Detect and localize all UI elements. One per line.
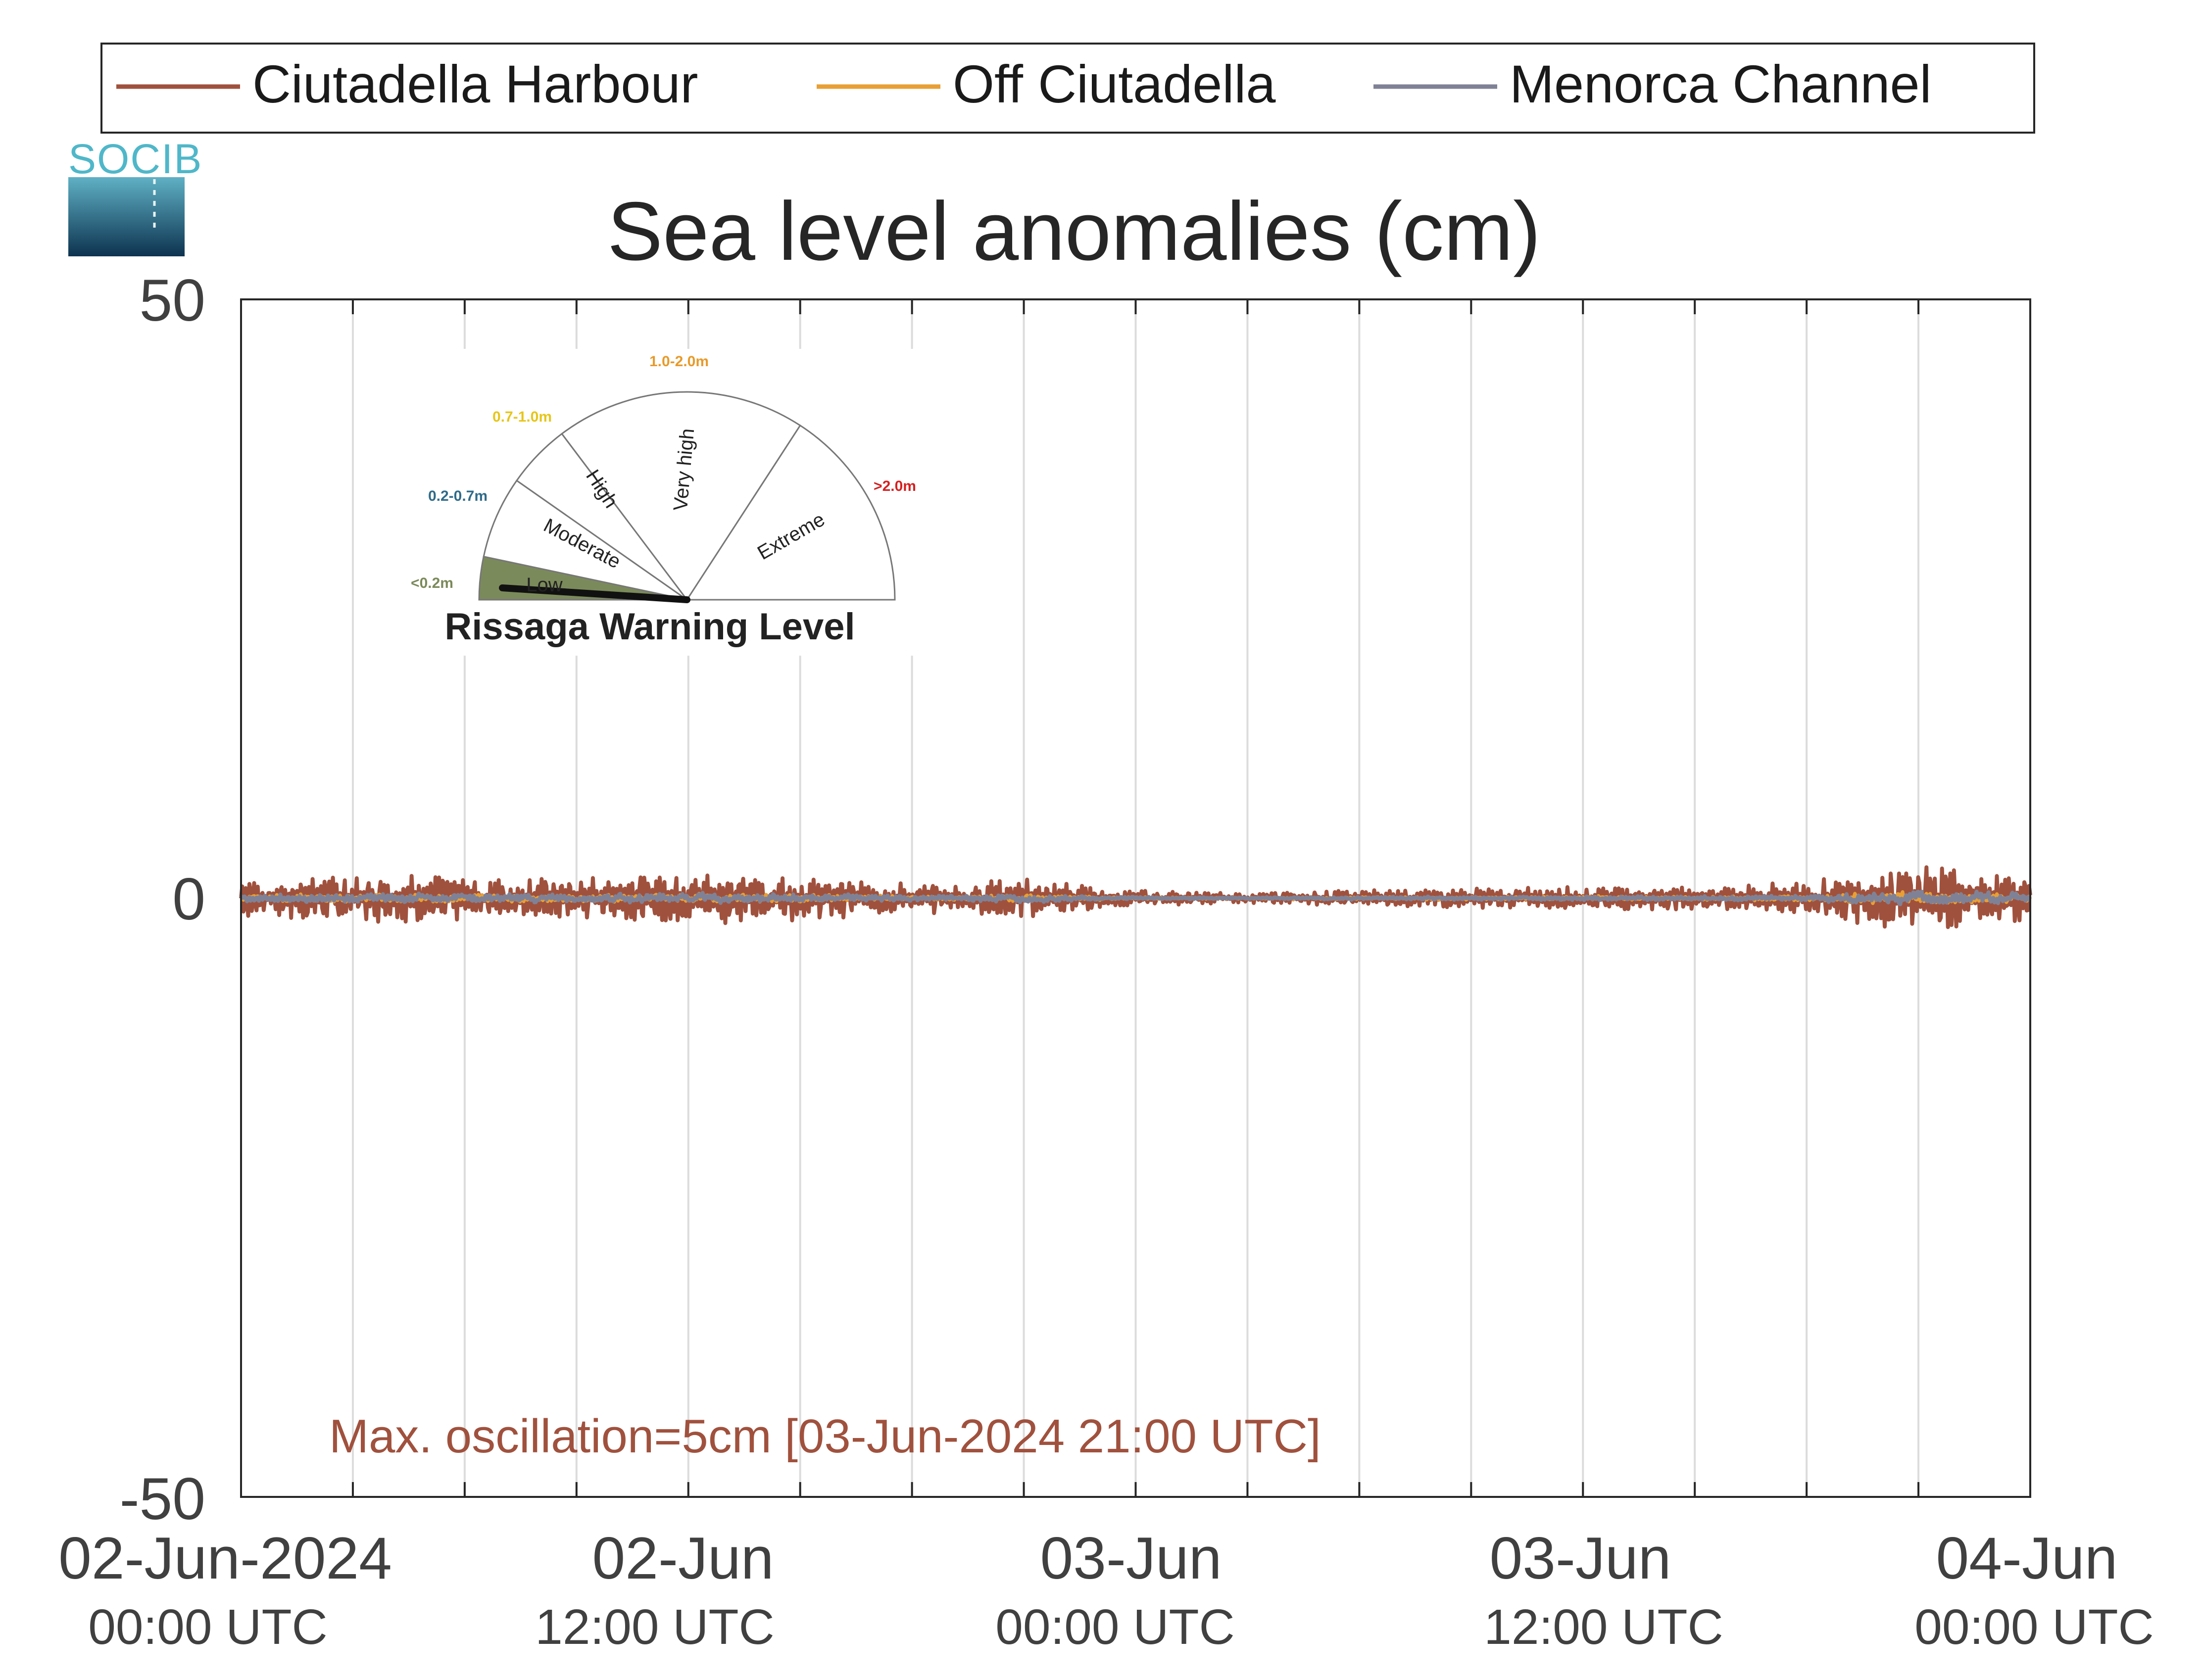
- x-tick-date-1: 02-Jun: [592, 1525, 774, 1591]
- x-tick-date-4: 04-Jun: [1936, 1525, 2118, 1591]
- y-tick-label-middle: 0: [172, 866, 205, 932]
- x-tick-date-3: 03-Jun: [1490, 1525, 1671, 1591]
- gauge-sector-extreme: [685, 424, 896, 601]
- gauge-sectors: [478, 391, 896, 601]
- logo-block: [68, 177, 185, 256]
- x-tick-time-3: 12:00 UTC: [1484, 1599, 1723, 1655]
- gauge-range-very-high: 1.0-2.0m: [649, 353, 709, 370]
- x-tick-marks: [240, 299, 2031, 1497]
- legend-label-off-ciutadella: Off Ciutadella: [953, 54, 1276, 114]
- x-tick-time-2: 00:00 UTC: [995, 1599, 1235, 1655]
- x-tick-time-0: 00:00 UTC: [88, 1599, 328, 1655]
- max-oscillation-annotation: Max. oscillation=5cm [03-Jun-2024 21:00 …: [329, 1410, 1321, 1463]
- gauge-sector-very-high: [561, 391, 801, 601]
- gauge-sector-label-low: Low: [526, 574, 562, 596]
- series-group: [239, 865, 2032, 929]
- legend-label-menorca-channel: Menorca Channel: [1510, 54, 1932, 114]
- logo-text: SOCIB: [68, 136, 202, 182]
- gauge-sector-moderate: [483, 480, 687, 601]
- y-tick-label-top: 50: [140, 267, 205, 334]
- legend-label-ciutadella-harbour: Ciutadella Harbour: [252, 54, 698, 114]
- series-line-menorca-channel: [239, 889, 2032, 907]
- gauge-range-low: <0.2m: [411, 575, 453, 591]
- chart-title: Sea level anomalies (cm): [607, 185, 1541, 278]
- y-tick-label-bottom: -50: [120, 1466, 205, 1532]
- gauge-range-extreme: >2.0m: [874, 478, 916, 494]
- legend: Ciutadella Harbour Off Ciutadella Menorc…: [100, 43, 2035, 134]
- x-tick-time-1: 12:00 UTC: [535, 1599, 775, 1655]
- x-tick-date-2: 03-Jun: [1040, 1525, 1222, 1591]
- gauge-needle: [499, 584, 690, 603]
- legend-box: [100, 43, 2035, 134]
- gauge-range-moderate: 0.2-0.7m: [428, 488, 488, 504]
- x-tick-time-4: 00:00 UTC: [1914, 1599, 2154, 1655]
- x-tick-date-0: 02-Jun-2024: [58, 1525, 392, 1591]
- gauge-range-high: 0.7-1.0m: [492, 409, 552, 425]
- socib-logo: SOCIB: [68, 136, 202, 256]
- rissaga-gauge: Rissaga Warning Level Low Moderate High …: [411, 349, 928, 656]
- gauge-title: Rissaga Warning Level: [444, 606, 855, 648]
